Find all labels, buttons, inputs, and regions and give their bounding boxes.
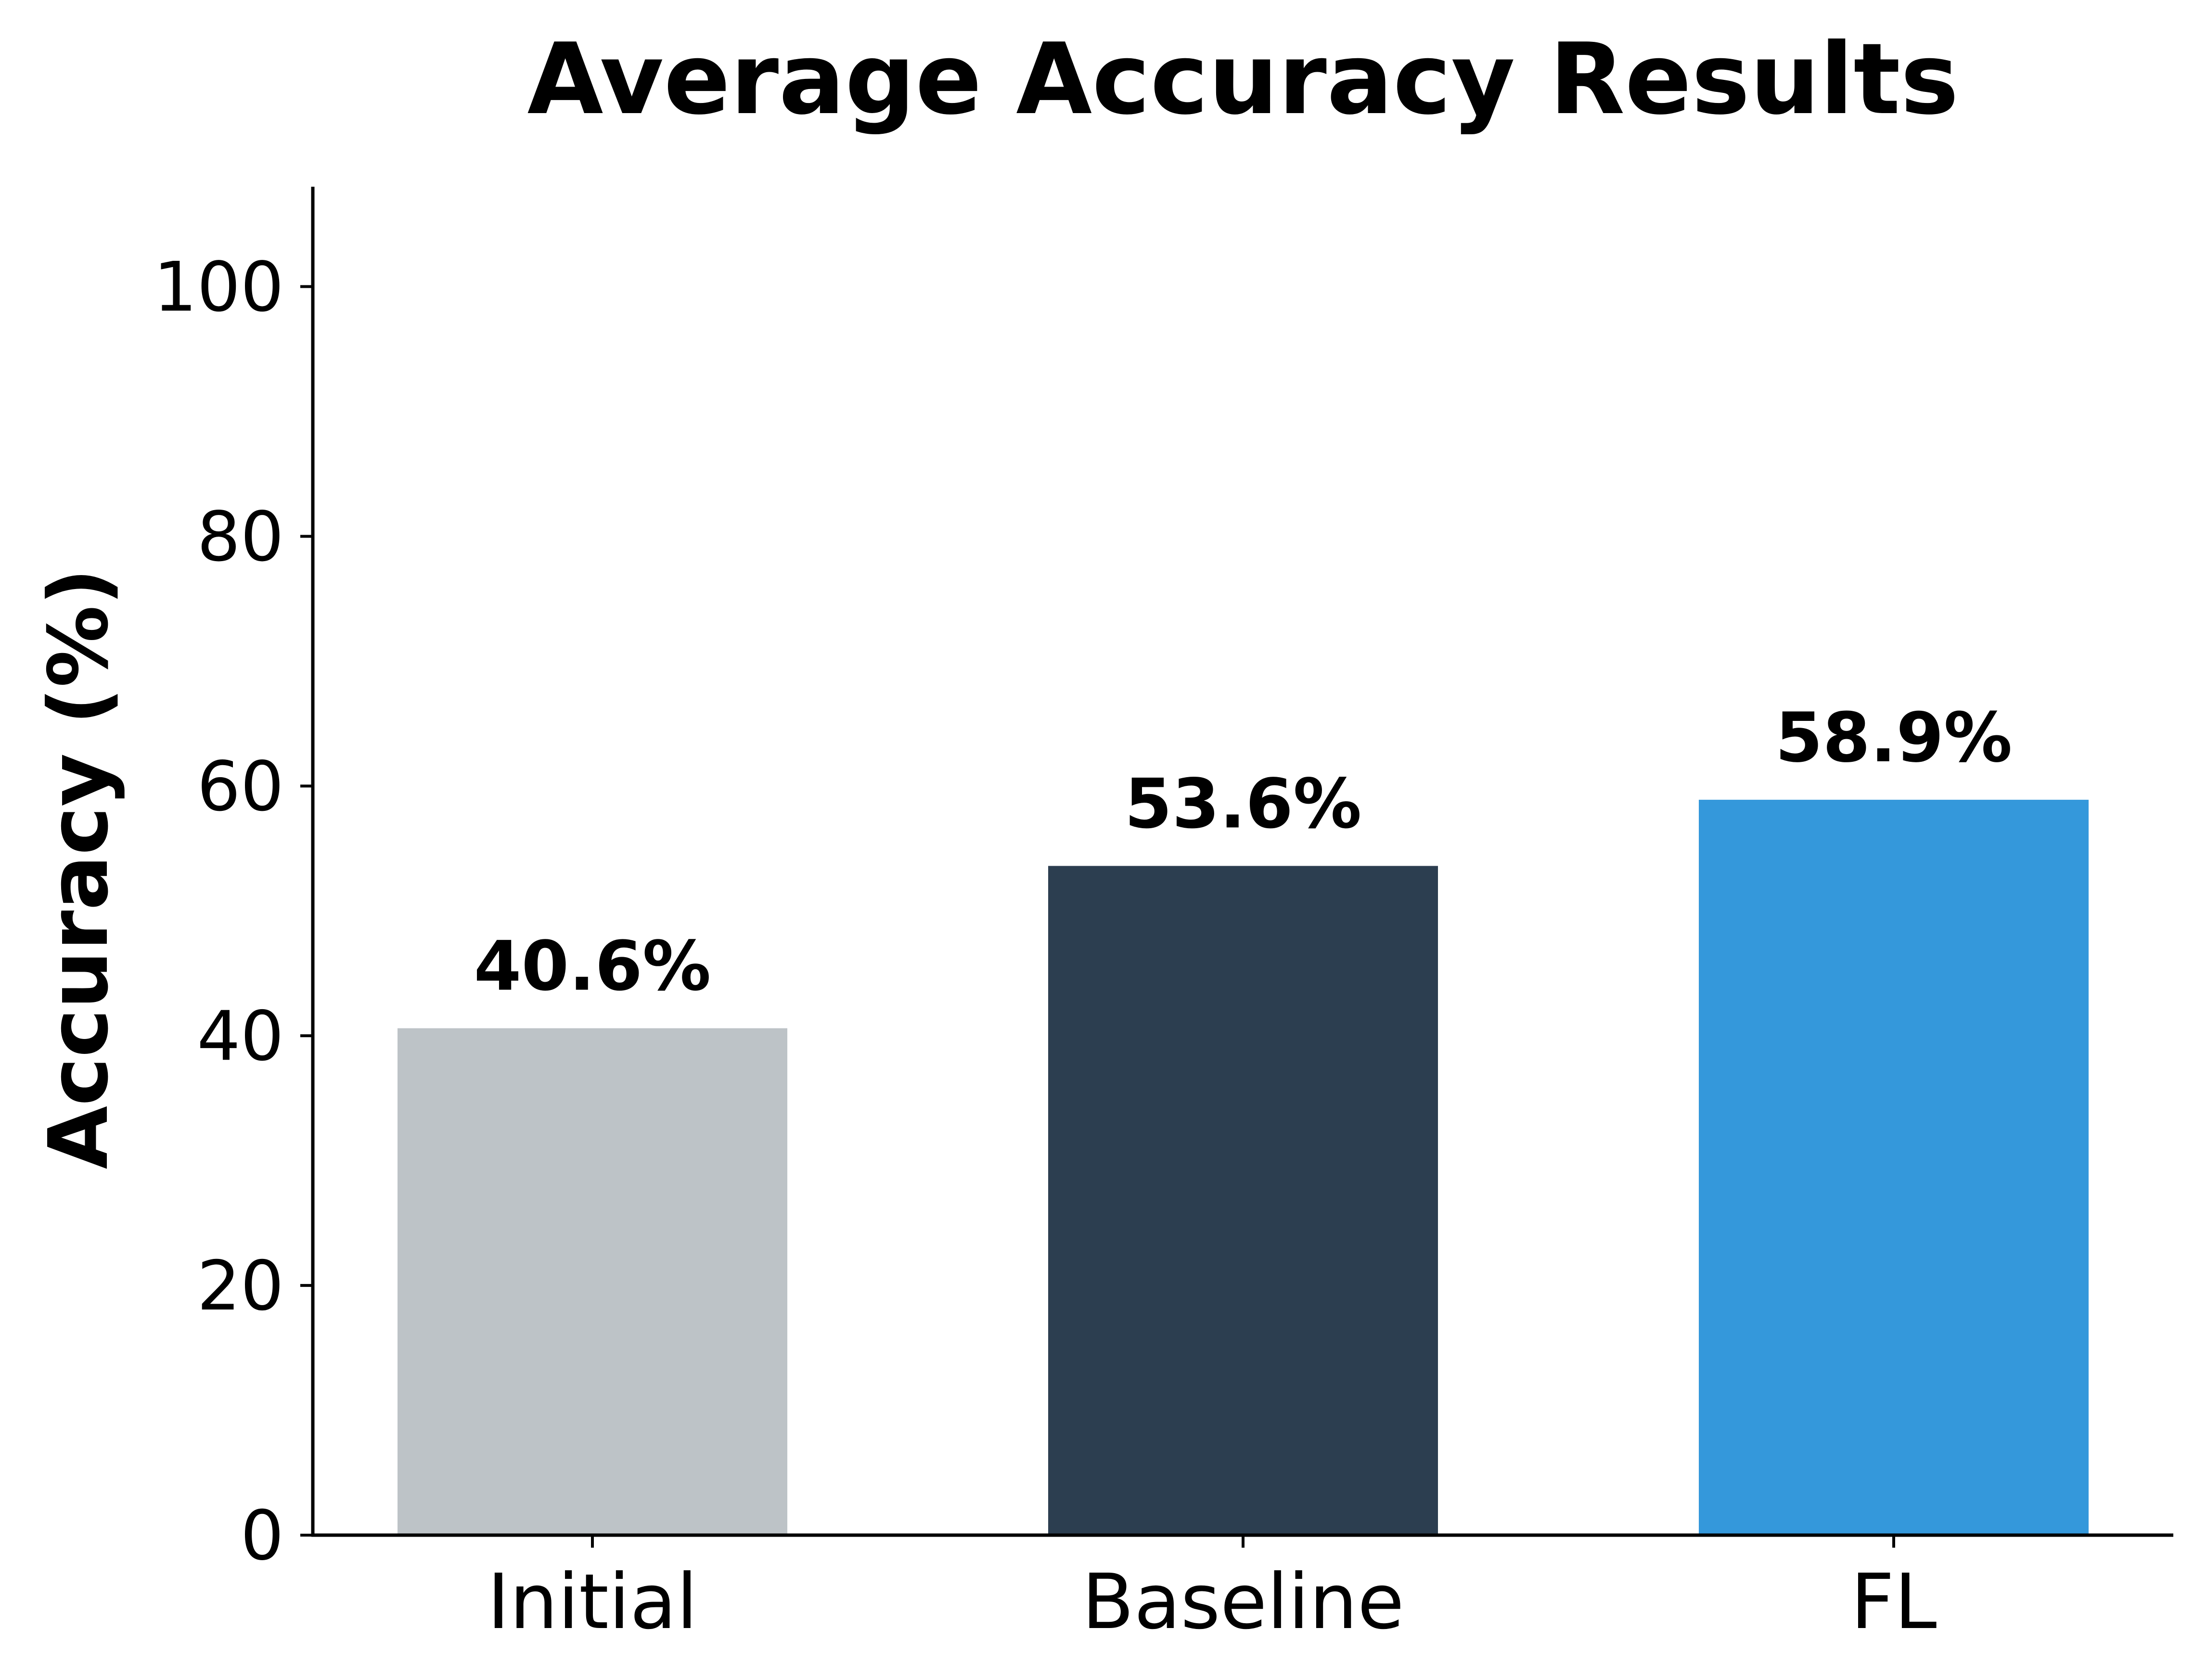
x-tick-label-initial: Initial [487,1558,697,1646]
y-tick-label: 100 [154,248,284,327]
chart-title: Average Accuracy Results [527,23,1959,137]
bar-baseline [1048,866,1438,1535]
y-ticks-layer: 0 20 40 60 80 100 [154,248,313,1576]
y-tick-label: 0 [241,1496,284,1576]
value-label-fl: 58.9% [1775,698,2013,778]
bar-initial [398,1028,787,1535]
y-tick-label: 20 [197,1246,284,1326]
y-tick-label: 60 [197,747,284,826]
x-tick-label-fl: FL [1851,1558,1937,1646]
y-tick-label: 80 [197,497,284,577]
value-labels-layer: 40.6% 53.6% 58.9% [474,698,2013,1006]
value-label-initial: 40.6% [474,927,711,1006]
y-axis-label: Accuracy (%) [31,568,127,1169]
bars-layer [398,799,2089,1535]
x-ticks-layer: Initial Baseline FL [487,1535,1937,1646]
x-tick-label-baseline: Baseline [1082,1558,1404,1646]
value-label-baseline: 53.6% [1125,764,1362,844]
bar-fl [1699,799,2089,1535]
y-tick-label: 40 [197,997,284,1076]
